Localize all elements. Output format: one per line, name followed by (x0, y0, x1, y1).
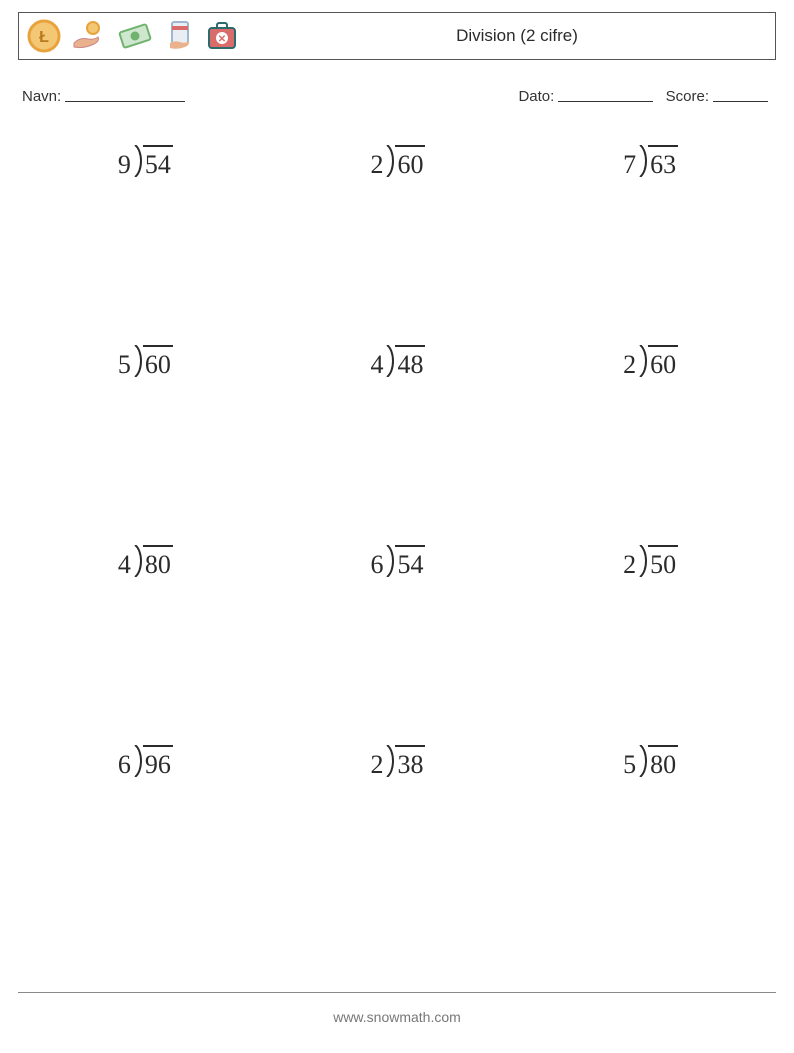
division-paren-icon (133, 345, 145, 377)
dividend: 60 (145, 350, 171, 379)
long-division-bracket: 54 (385, 545, 423, 580)
briefcase-icon: ✕ (205, 19, 239, 53)
divisor: 2 (623, 345, 638, 380)
long-division-bracket: 38 (385, 745, 423, 780)
label-score: Score: (666, 88, 709, 105)
dividend: 80 (145, 550, 171, 579)
division-problem: 2 38 (370, 745, 423, 780)
division-paren-icon (133, 545, 145, 577)
money-bill-icon (115, 19, 155, 53)
problems-grid: 9 54 2 60 7 63 5 60 4 48 2 60 4 80 6 54 2 50 6 96 2 38 5 80 (18, 145, 776, 945)
division-paren-icon (638, 745, 650, 777)
vinculum (395, 145, 425, 147)
vinculum (648, 345, 678, 347)
dividend: 80 (650, 750, 676, 779)
long-division-bracket: 54 (133, 145, 171, 180)
long-division-bracket: 80 (133, 545, 171, 580)
dividend: 60 (397, 150, 423, 179)
division-paren-icon (638, 345, 650, 377)
divisor: 4 (370, 345, 385, 380)
worksheet-title: Division (2 cifre) (456, 26, 578, 46)
header-icon-strip: Ł (19, 19, 239, 53)
division-problem: 4 48 (370, 345, 423, 380)
division-paren-icon (638, 145, 650, 177)
dividend: 48 (397, 350, 423, 379)
dividend: 54 (397, 550, 423, 579)
division-problem: 4 80 (118, 545, 171, 580)
division-problem: 5 60 (118, 345, 171, 380)
footer-rule (18, 992, 776, 993)
credit-card-icon (165, 19, 195, 53)
long-division-bracket: 63 (638, 145, 676, 180)
hand-coin-icon (71, 19, 105, 53)
divisor: 4 (118, 545, 133, 580)
long-division-bracket: 50 (638, 545, 676, 580)
svg-text:✕: ✕ (218, 34, 226, 45)
long-division-bracket: 60 (133, 345, 171, 380)
division-paren-icon (385, 345, 397, 377)
divisor: 5 (623, 745, 638, 780)
divisor: 2 (370, 145, 385, 180)
blank-score[interactable] (713, 88, 768, 102)
litecoin-coin-icon: Ł (27, 19, 61, 53)
division-paren-icon (133, 745, 145, 777)
blank-name[interactable] (65, 88, 185, 102)
vinculum (143, 145, 173, 147)
division-problem: 6 96 (118, 745, 171, 780)
vinculum (143, 745, 173, 747)
long-division-bracket: 80 (638, 745, 676, 780)
vinculum (648, 545, 678, 547)
long-division-bracket: 60 (638, 345, 676, 380)
long-division-bracket: 96 (133, 745, 171, 780)
division-problem: 7 63 (623, 145, 676, 180)
dividend: 96 (145, 750, 171, 779)
division-paren-icon (638, 545, 650, 577)
division-paren-icon (133, 145, 145, 177)
division-paren-icon (385, 745, 397, 777)
label-name: Navn: (22, 88, 61, 105)
divisor: 6 (370, 545, 385, 580)
worksheet-header: Ł (18, 12, 776, 60)
division-paren-icon (385, 145, 397, 177)
dividend: 38 (397, 750, 423, 779)
dividend: 63 (650, 150, 676, 179)
vinculum (395, 345, 425, 347)
divisor: 6 (118, 745, 133, 780)
long-division-bracket: 48 (385, 345, 423, 380)
division-problem: 5 80 (623, 745, 676, 780)
label-date: Dato: (518, 88, 554, 105)
svg-text:Ł: Ł (39, 29, 49, 46)
division-problem: 9 54 (118, 145, 171, 180)
blank-date[interactable] (558, 88, 653, 102)
vinculum (143, 345, 173, 347)
vinculum (395, 745, 425, 747)
dividend: 54 (145, 150, 171, 179)
divisor: 5 (118, 345, 133, 380)
division-paren-icon (385, 545, 397, 577)
vinculum (143, 545, 173, 547)
divisor: 9 (118, 145, 133, 180)
division-problem: 6 54 (370, 545, 423, 580)
divisor: 2 (623, 545, 638, 580)
division-problem: 2 60 (623, 345, 676, 380)
long-division-bracket: 60 (385, 145, 423, 180)
dividend: 60 (650, 350, 676, 379)
division-problem: 2 50 (623, 545, 676, 580)
info-row: Navn: Dato: Score: (18, 88, 776, 105)
vinculum (395, 545, 425, 547)
vinculum (648, 745, 678, 747)
dividend: 50 (650, 550, 676, 579)
division-problem: 2 60 (370, 145, 423, 180)
footer-url: www.snowmath.com (0, 1009, 794, 1025)
divisor: 7 (623, 145, 638, 180)
vinculum (648, 145, 678, 147)
divisor: 2 (370, 745, 385, 780)
